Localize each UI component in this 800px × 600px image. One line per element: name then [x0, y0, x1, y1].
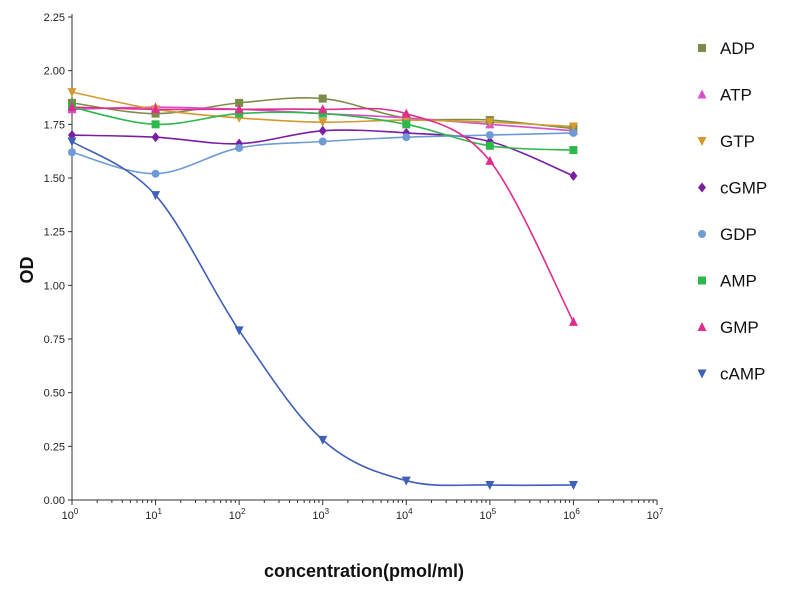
- legend-marker-AMP: [698, 276, 706, 285]
- data-points: [67, 88, 578, 490]
- data-point-ADP: [235, 98, 244, 107]
- y-axis-title: OD: [17, 256, 37, 283]
- legend-label: GTP: [720, 132, 755, 151]
- y-tick-label: 1.50: [44, 173, 65, 185]
- y-tick-label: 1.25: [44, 227, 65, 239]
- legend-label: GMP: [720, 318, 759, 337]
- legend-marker-GTP: [697, 137, 707, 146]
- y-tick-label: 2.25: [44, 12, 65, 24]
- data-point-cGMP: [569, 170, 578, 181]
- x-tick-label: 103: [312, 507, 329, 522]
- data-point-GTP: [67, 88, 77, 98]
- data-point-AMP: [485, 141, 494, 150]
- legend-marker-GDP: [698, 230, 706, 238]
- data-point-GMP: [318, 104, 328, 114]
- x-tick-label: 102: [229, 507, 246, 522]
- data-point-cAMP: [234, 326, 244, 336]
- legend-label: ADP: [720, 39, 755, 58]
- fit-curves: [71, 91, 575, 487]
- data-point-AMP: [235, 109, 244, 118]
- legend-marker-ADP: [698, 44, 706, 52]
- data-point-GDP: [151, 169, 160, 178]
- legend-label: GDP: [720, 225, 757, 244]
- data-point-cGMP: [318, 125, 327, 136]
- data-point-cAMP: [67, 137, 77, 147]
- x-tick-label: 107: [647, 507, 664, 522]
- data-point-GDP: [569, 128, 578, 137]
- legend-marker-cGMP: [698, 182, 706, 193]
- data-point-GDP: [485, 131, 494, 140]
- data-point-GTP: [318, 118, 328, 128]
- data-point-cAMP: [318, 435, 328, 445]
- fit-curve-cAMP: [71, 140, 574, 487]
- data-point-GMP: [234, 104, 244, 114]
- data-point-GMP: [401, 108, 411, 118]
- y-tick-label: 0.50: [44, 388, 65, 400]
- legend-marker-GMP: [697, 322, 707, 331]
- x-tick-label: 104: [396, 507, 413, 522]
- data-point-cAMP: [568, 480, 578, 490]
- axes: [68, 14, 658, 505]
- data-point-cAMP: [401, 476, 411, 486]
- legend: ADP ATP GTP cGMP GDP AMP GMP cAMP: [697, 39, 767, 384]
- x-tick-label: 106: [563, 507, 580, 522]
- data-point-GDP: [402, 133, 411, 142]
- x-tick-label: 100: [62, 507, 79, 522]
- x-tick-label: 101: [145, 507, 162, 522]
- data-point-AMP: [402, 120, 411, 129]
- data-point-GTP: [568, 122, 578, 132]
- data-point-cAMP: [151, 191, 161, 201]
- data-point-cGMP: [151, 132, 160, 143]
- data-point-GMP: [485, 155, 495, 165]
- legend-marker-ATP: [697, 89, 707, 99]
- y-tick-label: 0.25: [44, 441, 65, 453]
- y-tick-label: 1.75: [44, 119, 65, 131]
- data-point-GDP: [68, 148, 76, 157]
- data-point-GMP: [151, 104, 161, 114]
- data-point-GDP: [235, 143, 244, 152]
- data-point-GDP: [318, 137, 327, 146]
- fit-curve-cGMP: [71, 129, 574, 177]
- data-point-AMP: [569, 146, 578, 155]
- data-point-AMP: [318, 109, 327, 118]
- y-tick-label: 2.00: [44, 66, 65, 78]
- y-tick-label: 1.00: [44, 280, 65, 292]
- legend-label: ATP: [720, 86, 752, 105]
- legend-label: cGMP: [720, 179, 767, 198]
- data-point-AMP: [151, 120, 160, 129]
- data-point-cAMP: [485, 480, 495, 490]
- y-tick-label: 0.75: [44, 334, 65, 346]
- legend-label: cAMP: [720, 365, 765, 384]
- data-point-GTP: [485, 118, 495, 128]
- x-tick-label: 105: [480, 507, 497, 522]
- data-point-ADP: [318, 94, 327, 103]
- data-point-GMP: [67, 102, 77, 112]
- x-axis-title: concentration(pmol/ml): [264, 561, 464, 581]
- legend-label: AMP: [720, 272, 757, 291]
- data-point-GMP: [568, 316, 578, 326]
- tick-labels: 0.00 0.25 0.50 0.75 1.00 1.25 1.50 1.75 2.00 2.25…: [44, 12, 664, 522]
- legend-marker-cAMP: [697, 369, 707, 379]
- y-tick-label: 0.00: [44, 495, 65, 507]
